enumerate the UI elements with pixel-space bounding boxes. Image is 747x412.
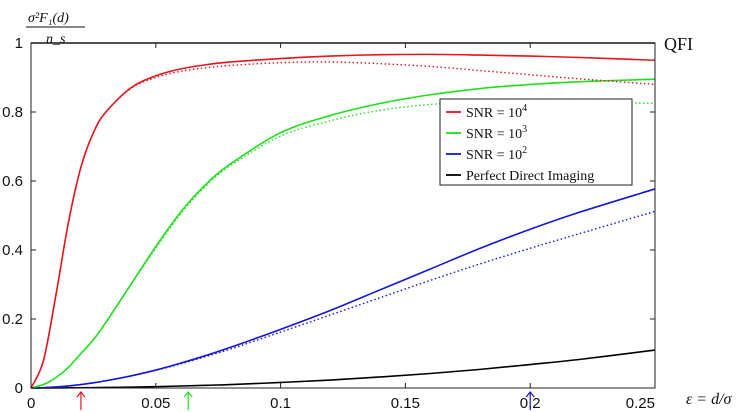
qfi-label: QFI (664, 34, 693, 54)
x-axis-label: ε = d/σ (686, 391, 733, 408)
marker-arrowhead-0 (76, 391, 86, 398)
x-tick-label: 0.05 (141, 395, 170, 412)
y-tick-label: 0 (15, 380, 23, 397)
series-line-2 (30, 78, 656, 389)
y-tick-label: 0.8 (2, 104, 23, 121)
y-axis-label-numerator: σ²F₁(d) (28, 11, 69, 26)
y-axis-label-denominator: n_s (46, 32, 66, 47)
x-tick-label: 0.15 (391, 395, 420, 412)
marker-arrowhead-2 (525, 391, 535, 398)
axes-box (30, 42, 656, 389)
series-line-6 (30, 349, 656, 389)
marker-arrowhead-1 (183, 391, 193, 398)
legend-label-exponent-1: 3 (522, 124, 527, 135)
legend-items: SNR = 104 SNR = 103 SNR = 102 Perfect Direc… (446, 103, 594, 184)
legend: SNR = 104 SNR = 103 SNR = 102 Perfect Direc… (439, 98, 633, 186)
y-tick-label: 0.2 (2, 311, 23, 328)
x-tick-label: 0.1 (270, 395, 291, 412)
x-tick-label: 0 (27, 395, 35, 412)
series-line-4 (30, 188, 656, 389)
y-tick-label: 0.6 (2, 173, 23, 190)
y-tick-label: 0.4 (2, 242, 23, 259)
legend-box (439, 98, 633, 186)
x-tick-label: 0.25 (626, 395, 655, 412)
legend-label-1: SNR = 103 (466, 124, 527, 142)
series-layer (30, 42, 656, 389)
legend-label-0: SNR = 104 (466, 103, 527, 121)
legend-label-exponent-2: 2 (522, 145, 527, 156)
legend-label-2: SNR = 102 (466, 145, 527, 163)
y-tick-label: 1 (15, 35, 23, 52)
legend-label-exponent-0: 4 (522, 103, 527, 114)
series-line-0 (30, 53, 656, 389)
arrows-layer (76, 391, 535, 410)
legend-label-3: Perfect Direct Imaging (466, 169, 594, 184)
